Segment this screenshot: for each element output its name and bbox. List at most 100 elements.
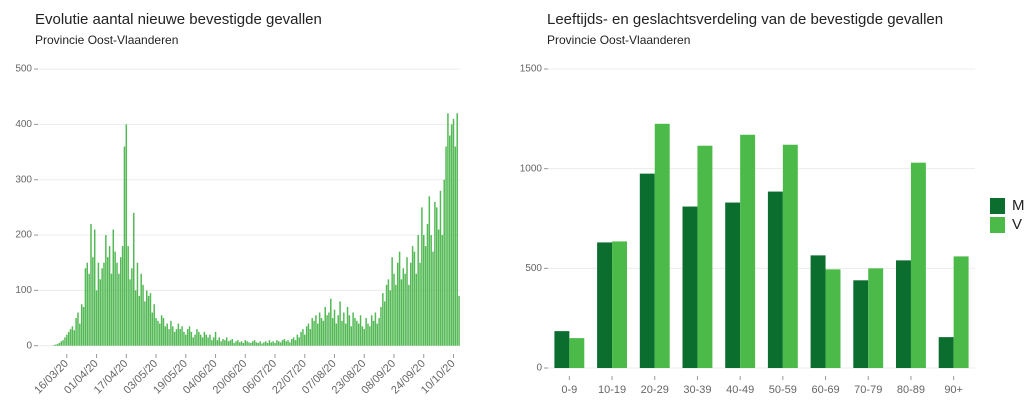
bar: [910, 162, 926, 369]
bar: [255, 342, 258, 346]
bar: [324, 306, 326, 346]
bar: [361, 326, 364, 346]
y-tick-label: 500: [525, 263, 542, 274]
bar: [326, 315, 328, 346]
bar: [105, 235, 107, 346]
bar: [374, 312, 377, 346]
bar: [782, 144, 798, 369]
bar: [400, 279, 403, 346]
bar: [227, 341, 230, 346]
bar: [60, 341, 62, 346]
bar: [357, 323, 360, 346]
bar: [108, 246, 111, 346]
legend-label: M: [1012, 197, 1025, 214]
bar: [352, 312, 354, 346]
y-tick-label: 1000: [520, 163, 543, 174]
bar: [348, 315, 351, 346]
bar: [825, 269, 841, 369]
bar: [612, 241, 627, 369]
bar: [452, 118, 455, 346]
bar: [335, 323, 338, 346]
bar: [225, 337, 228, 346]
bar: [251, 341, 254, 346]
bar: [356, 320, 358, 346]
bar: [419, 262, 421, 346]
x-tick-label: 10-19: [598, 384, 626, 396]
legend-swatch: [990, 198, 1005, 214]
bar: [328, 312, 330, 346]
x-tick-label: 40-49: [726, 384, 754, 396]
bar: [317, 323, 319, 346]
bar: [868, 268, 884, 369]
y-tick-label: 400: [15, 119, 32, 130]
bar: [456, 113, 458, 346]
bar: [458, 295, 460, 346]
bar: [250, 342, 252, 346]
bar: [246, 341, 248, 346]
bar: [421, 207, 423, 346]
bar: [279, 342, 282, 346]
bar: [95, 290, 98, 346]
bar: [309, 329, 312, 346]
bar: [136, 262, 139, 346]
bar: [391, 257, 393, 346]
bar: [147, 295, 150, 346]
bar: [194, 334, 196, 346]
bar: [261, 343, 263, 346]
bar: [82, 306, 85, 346]
x-tick-label: 20-29: [641, 384, 669, 396]
bar: [93, 229, 96, 346]
bar: [253, 340, 256, 346]
bar: [101, 268, 103, 346]
bar: [281, 340, 284, 346]
bar: [383, 301, 386, 346]
bar: [337, 315, 339, 346]
bar: [359, 315, 362, 346]
bar: [80, 304, 83, 346]
x-tick-label: 80-89: [897, 384, 925, 396]
bar: [97, 262, 100, 346]
bar: [159, 323, 161, 346]
bar: [953, 256, 969, 369]
bar: [170, 320, 172, 346]
bar: [257, 342, 260, 346]
bar: [164, 326, 167, 346]
bar: [181, 326, 183, 346]
bar: [396, 262, 399, 346]
bar: [307, 323, 310, 346]
bar: [697, 145, 713, 369]
bar: [153, 304, 155, 346]
bar: [302, 329, 304, 346]
bar: [140, 273, 142, 346]
bar: [209, 334, 211, 346]
bar: [398, 251, 401, 346]
bar: [201, 337, 204, 346]
bar: [413, 251, 416, 346]
bar: [196, 329, 198, 346]
bar: [90, 223, 92, 346]
bar: [305, 326, 308, 346]
bar: [73, 330, 75, 346]
bar: [259, 341, 261, 346]
bar: [380, 306, 382, 346]
bar: [346, 306, 349, 346]
bar: [315, 315, 317, 346]
bar: [597, 242, 613, 369]
bar: [53, 345, 55, 346]
x-tick-label: 0-9: [561, 384, 577, 396]
y-tick-label: 500: [15, 64, 32, 75]
bar: [199, 334, 202, 346]
bar: [264, 341, 267, 346]
bar: [172, 326, 174, 346]
bar: [144, 301, 146, 346]
bar: [725, 202, 741, 369]
bar: [66, 334, 68, 346]
x-tick-label: 70-79: [854, 384, 882, 396]
bar: [344, 323, 347, 346]
bar: [278, 341, 280, 346]
bar: [404, 273, 406, 346]
bar: [168, 329, 170, 346]
bar: [127, 246, 129, 346]
bar: [138, 295, 141, 346]
